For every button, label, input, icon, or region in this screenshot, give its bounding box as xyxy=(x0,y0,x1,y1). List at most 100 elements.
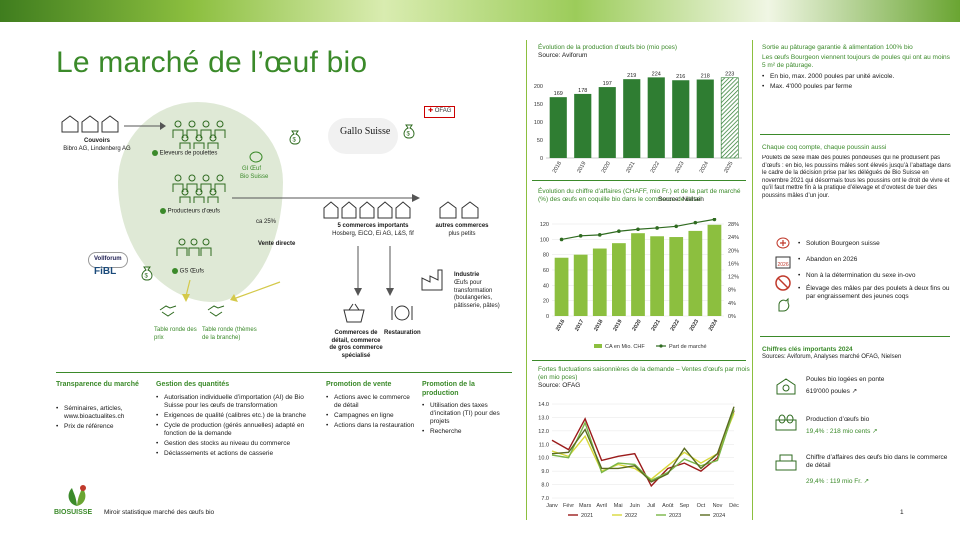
list-item: En bio, max. 2000 poules par unité avico… xyxy=(762,73,952,81)
list-item: Abandon en 2026 xyxy=(798,256,952,264)
x-tick-label: Mars xyxy=(579,503,591,509)
table-ronde-branche-label: Table ronde (thèmes de la branche) xyxy=(202,327,257,341)
market-share-point xyxy=(597,233,602,237)
x-tick-label: Janv xyxy=(546,503,558,509)
svg-text:$: $ xyxy=(407,132,411,138)
bar xyxy=(688,230,703,316)
legend-swatch xyxy=(659,344,663,348)
list-item: Campagnes en ligne xyxy=(326,412,416,420)
autres-commerces-sub: plus petits xyxy=(448,231,476,237)
transparence-title: Transparence du marché xyxy=(56,381,139,388)
rooster-icon xyxy=(778,297,790,312)
series-line xyxy=(551,410,735,488)
right-divider-2 xyxy=(760,336,950,337)
list-item: Autorisation individuelle d’importation … xyxy=(156,394,316,410)
k3-value: 29,4% : 119 mio Fr. ↗ xyxy=(806,478,870,485)
top-banner xyxy=(0,0,960,22)
vollforum-logo: Vollforum xyxy=(88,252,128,268)
list-item: Actions dans la restauration xyxy=(326,422,416,430)
vente-directe-label: Vente directe xyxy=(258,241,296,247)
x-tick-label: 2016 xyxy=(555,319,566,333)
money-bag-icon: $ xyxy=(141,266,153,281)
market-share-point xyxy=(693,220,698,225)
list-item: Solution Bourgeon suisse xyxy=(798,240,952,248)
x-tick-label: Nov xyxy=(713,503,723,509)
couvoirs-title: Couvoirs xyxy=(83,138,110,144)
bar xyxy=(647,77,665,158)
legend-swatch xyxy=(594,344,602,348)
gestion-title: Gestion des quantités xyxy=(156,381,230,388)
y-tick-label: 13.0 xyxy=(538,415,549,421)
y2-tick-label: 28% xyxy=(728,222,739,228)
x-tick-label: Juin xyxy=(630,503,640,509)
y-tick-label: 12.0 xyxy=(538,429,549,435)
page-title: Le marché de l’œuf bio xyxy=(56,46,368,79)
commerce-houses-icon xyxy=(323,201,411,219)
y2-tick-label: 16% xyxy=(728,261,739,267)
y2-tick-label: 24% xyxy=(728,235,739,241)
producteurs-label: Producteurs d’œufs xyxy=(160,208,260,216)
x-tick-label: Oct xyxy=(697,503,706,509)
bar-value-label: 219 xyxy=(627,73,636,79)
bar xyxy=(650,236,664,316)
y2-tick-label: 12% xyxy=(728,275,739,281)
production-bar-chart: 0 50 100 150 200 169 2018 178 2019 197 2020 219 2021… xyxy=(534,71,742,175)
ofag-logo: ✚ OFAG xyxy=(424,106,456,118)
y2-tick-label: 20% xyxy=(728,248,739,254)
x-tick-label: 2020 xyxy=(601,161,612,175)
bar-value-label: 169 xyxy=(554,91,563,97)
x-tick-label: 2019 xyxy=(612,319,623,333)
gi-bio-suisse-label: Bio Suisse xyxy=(240,174,269,180)
legend-label: CA en Mio. CHF xyxy=(605,344,645,350)
restaurant-plate-icon xyxy=(391,305,413,321)
no-sign-icon xyxy=(775,275,791,291)
market-share-point xyxy=(712,218,717,222)
commerce-detail-label: Commerces de détail, commerce de gros co… xyxy=(329,330,383,359)
promo-prod-title: Promotion de la production xyxy=(422,381,475,397)
list-item: Déclassements et actions de casserie xyxy=(156,450,316,458)
bar-value-label: 178 xyxy=(578,88,587,94)
k2-label: Production d’œufs bio xyxy=(806,416,870,423)
k3-label: Chiffre d’affaires des œufs bio dans le … xyxy=(806,454,948,469)
restauration-label: Restauration xyxy=(384,330,421,336)
bar-value-label: 197 xyxy=(603,81,612,87)
right-column-divider xyxy=(752,40,753,520)
legend-label: 2022 xyxy=(625,513,637,519)
legend-label: 2023 xyxy=(669,513,681,519)
couvoirs-sub: Bibro AG, Lindenberg AG xyxy=(63,146,131,152)
promo-vente-list: Actions avec le commerce de détail Campa… xyxy=(326,394,416,430)
small-shops-icon xyxy=(439,201,479,219)
list-item: Séminaires, articles, www.bioactualites.… xyxy=(56,405,148,421)
y-tick-label: 7.0 xyxy=(541,496,549,502)
pasture-list: En bio, max. 2000 poules par unité avico… xyxy=(762,73,952,91)
footer-text: Miroir statistique marché des œufs bio xyxy=(104,509,215,516)
bar xyxy=(598,87,616,158)
hatchery-icon xyxy=(61,115,119,133)
series-line xyxy=(551,406,735,483)
chart3-source: Source: OFAG xyxy=(538,382,581,389)
y-tick-label: 120 xyxy=(540,222,549,228)
x-tick-label: 2019 xyxy=(576,161,587,175)
x-tick-label: 2024 xyxy=(699,161,710,175)
y-tick-label: 200 xyxy=(534,84,543,90)
bar xyxy=(672,80,690,158)
x-tick-label: 2021 xyxy=(651,319,662,333)
promo-prod-section: Promotion de la production Utilisation d… xyxy=(422,381,512,438)
eleveurs-label: Eleveurs de poulettes xyxy=(152,150,252,158)
market-share-point xyxy=(636,227,640,232)
y2-tick-label: 4% xyxy=(728,301,736,307)
industrie-title: Industrie xyxy=(454,272,480,278)
x-tick-label: 2017 xyxy=(574,319,585,333)
list-item: Non à la détermination du sexe in-ovo xyxy=(798,272,952,280)
rooster-list: Solution Bourgeon suisse Abandon en 2026… xyxy=(798,240,952,303)
list-item: Élevage des mâles par des poulets à deux… xyxy=(798,285,952,301)
k1-label: Poules bio logées en ponte xyxy=(806,376,885,383)
chart3-header: Fortes fluctuations saisonnières de la d… xyxy=(538,366,750,390)
y-tick-label: 40 xyxy=(543,283,549,289)
y2-tick-label: 0% xyxy=(728,314,736,320)
producteurs-people-icon xyxy=(172,174,226,203)
svg-text:$: $ xyxy=(293,138,297,144)
bottom-divider xyxy=(56,372,512,373)
money-bag-icon: $ xyxy=(403,124,415,139)
bar xyxy=(720,77,739,159)
